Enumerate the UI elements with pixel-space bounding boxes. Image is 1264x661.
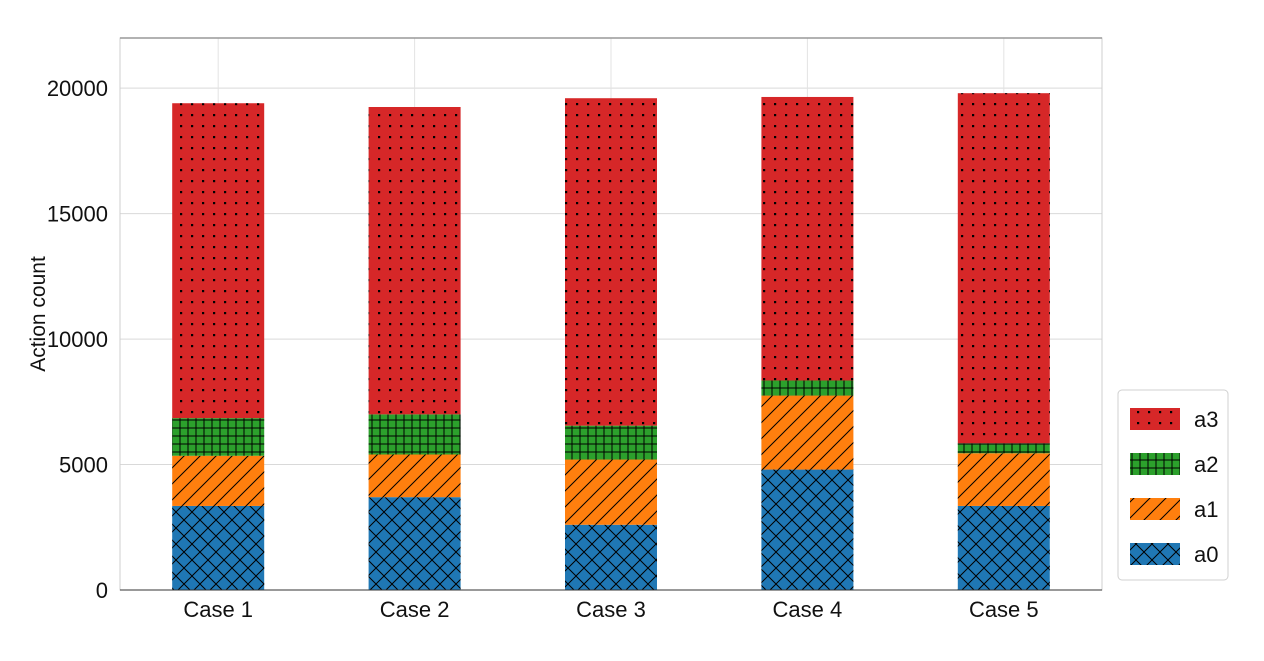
bar-hatch-a3-4	[761, 96, 854, 381]
bar-hatch-a0-5	[957, 505, 1050, 590]
bar-hatch-a2-1	[172, 418, 265, 456]
bar-hatch-a1-3	[565, 459, 657, 525]
bar-a1-1	[172, 455, 265, 506]
bar-hatch-a3-1	[172, 103, 265, 419]
bar-a1-4	[761, 395, 854, 470]
y-tick-label-1: 5000	[59, 453, 108, 478]
legend-item-a1: a1	[1130, 497, 1218, 522]
bar-a2-1	[172, 418, 265, 456]
bar-a2-4	[761, 380, 854, 396]
bar-a0-2	[368, 497, 461, 590]
bar-a0-5	[957, 505, 1050, 590]
y-tick-label-0: 0	[96, 578, 108, 603]
bar-a2-5	[957, 443, 1050, 454]
legend-item-a2: a2	[1130, 452, 1218, 477]
bar-hatch-a1-2	[368, 454, 461, 498]
bar-hatch-a2-5	[957, 443, 1050, 454]
legend: a3 a2 a1 a0	[1117, 389, 1229, 581]
legend-swatch-hatch-a1	[1130, 498, 1180, 520]
bar-a1-2	[368, 454, 461, 498]
bar-a2-3	[565, 425, 657, 460]
bar-a3-2	[368, 107, 461, 415]
bar-a2-2	[368, 414, 461, 455]
bar-a0-3	[565, 524, 657, 590]
bar-hatch-a0-1	[172, 505, 265, 590]
y-tick-label-2: 10000	[47, 327, 108, 352]
bar-a3-5	[957, 93, 1050, 444]
bar-a1-5	[957, 453, 1050, 506]
bars	[172, 93, 1050, 590]
bar-hatch-a0-3	[565, 524, 657, 590]
bar-a0-4	[761, 469, 854, 590]
bar-hatch-a0-2	[368, 497, 461, 590]
bar-hatch-a0-4	[761, 469, 854, 590]
y-tick-label-3: 15000	[47, 202, 108, 227]
legend-label-a3: a3	[1194, 407, 1218, 432]
bar-hatch-a1-4	[761, 395, 854, 470]
legend-swatch-hatch-a3	[1130, 408, 1180, 430]
bar-a3-4	[761, 96, 854, 381]
legend-swatch-hatch-a0	[1130, 543, 1180, 565]
bar-hatch-a3-3	[565, 98, 657, 426]
bar-a0-1	[172, 505, 265, 590]
bar-a3-1	[172, 103, 265, 419]
y-axis-label: Action count	[27, 256, 50, 372]
x-tick-label-1: Case 1	[183, 597, 253, 622]
x-tick-label-3: Case 3	[576, 597, 646, 622]
axes: 0 5000 10000 15000 20000 Case 1 Case 2 Case 3 Ca…	[27, 37, 1103, 622]
x-tick-label-2: Case 2	[380, 597, 450, 622]
x-tick-label-4: Case 4	[773, 597, 843, 622]
legend-label-a2: a2	[1194, 452, 1218, 477]
legend-item-a3: a3	[1130, 407, 1218, 432]
bar-hatch-a3-2	[368, 107, 461, 415]
x-tick-label-5: Case 5	[969, 597, 1039, 622]
legend-swatch-hatch-a2	[1130, 453, 1180, 475]
legend-label-a1: a1	[1194, 497, 1218, 522]
legend-box	[1117, 389, 1229, 581]
bar-hatch-a2-2	[368, 414, 461, 455]
bar-hatch-a3-5	[957, 93, 1050, 444]
bar-a3-3	[565, 98, 657, 426]
legend-label-a0: a0	[1194, 542, 1218, 567]
legend-item-a0: a0	[1130, 542, 1218, 567]
y-tick-label-4: 20000	[47, 76, 108, 101]
bar-hatch-a2-3	[565, 425, 657, 460]
bar-hatch-a1-5	[957, 453, 1050, 506]
bar-a1-3	[565, 459, 657, 525]
bar-hatch-a1-1	[172, 455, 265, 506]
bar-hatch-a2-4	[761, 380, 854, 396]
